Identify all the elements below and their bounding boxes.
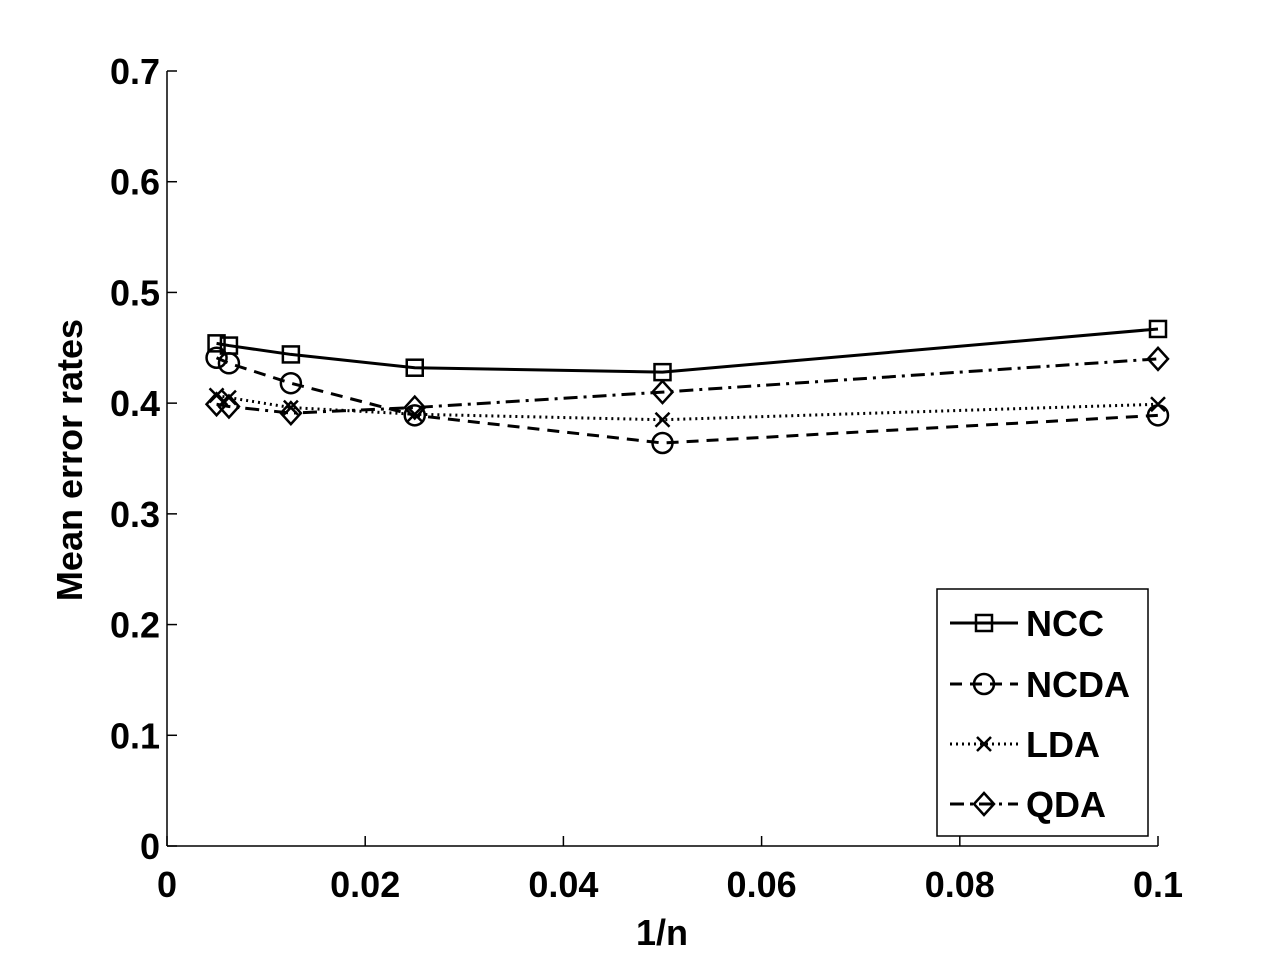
legend-marker-square [974,613,994,633]
axes [166,71,1158,847]
x-tick-label: 0.02 [330,864,400,905]
series-layer [204,319,1170,455]
data-point-ncc [281,345,301,364]
y-tick-label: 0 [140,826,160,867]
data-point-lda [406,406,423,423]
data-point-ncc [405,358,424,377]
series-ncc [207,319,1168,382]
y-tick-label: 0.7 [110,51,160,92]
data-point-ncda [279,371,303,395]
data-point-ncc [207,334,226,353]
x-tick-label: 0 [157,864,177,905]
x-tick-label: 0.06 [727,864,797,905]
data-point-qda [217,393,241,420]
y-tick-label: 0.3 [110,494,160,535]
series-line-ncc [216,327,1159,374]
legend-marker-diamond [972,791,996,817]
y-tick-label: 0.1 [110,715,160,756]
y-tick-label: 0.2 [110,605,160,646]
series-qda [204,345,1170,426]
data-point-qda [279,400,303,426]
legend-item-qda: QDA [950,784,1106,825]
y-axis-label: Mean error rates [49,319,90,601]
x-tick-label: 0.08 [925,864,995,905]
data-point-lda [1150,396,1166,413]
x-axis-label: 1/n [636,912,688,953]
series-line-qda [216,357,1159,415]
series-ncda [205,346,1170,455]
legend-label: NCC [1026,603,1104,644]
legend-item-ncda: NCDA [950,664,1130,705]
legend-label: QDA [1026,784,1106,825]
x-tick-label: 0.04 [528,864,598,905]
y-tick-label: 0.4 [110,383,160,424]
legend-item-lda: LDA [950,724,1100,765]
data-point-qda [403,394,427,421]
legend-label: LDA [1026,724,1100,765]
legend-marker-x [976,736,992,752]
legend-entries: NCC NCDA LDA QDA [950,603,1130,825]
data-point-lda [654,411,671,428]
data-point-ncda [205,346,228,369]
legend: NCC NCDA LDA QDA [936,588,1149,837]
y-tick-label: 0.6 [110,162,160,203]
x-ticks: 0 0.02 0.04 0.06 0.08 0.1 [157,836,1183,905]
legend-label: NCDA [1026,664,1130,705]
data-point-ncc [1148,319,1168,339]
series-line-lda [216,393,1159,422]
y-tick-label: 0.5 [110,272,160,313]
legend-item-ncc: NCC [950,603,1104,644]
series-line-ncda [215,356,1159,445]
data-point-ncda [403,404,426,427]
legend-marker-circle [972,672,996,696]
data-point-ncda [651,431,674,455]
data-point-ncda [217,352,241,375]
data-point-qda [1146,345,1170,372]
data-point-qda [650,379,675,405]
x-tick-label: 0.1 [1133,864,1183,905]
legend-box [936,588,1149,837]
y-ticks: 0 0.1 0.2 0.3 0.4 0.5 0.6 0.7 [110,51,177,867]
